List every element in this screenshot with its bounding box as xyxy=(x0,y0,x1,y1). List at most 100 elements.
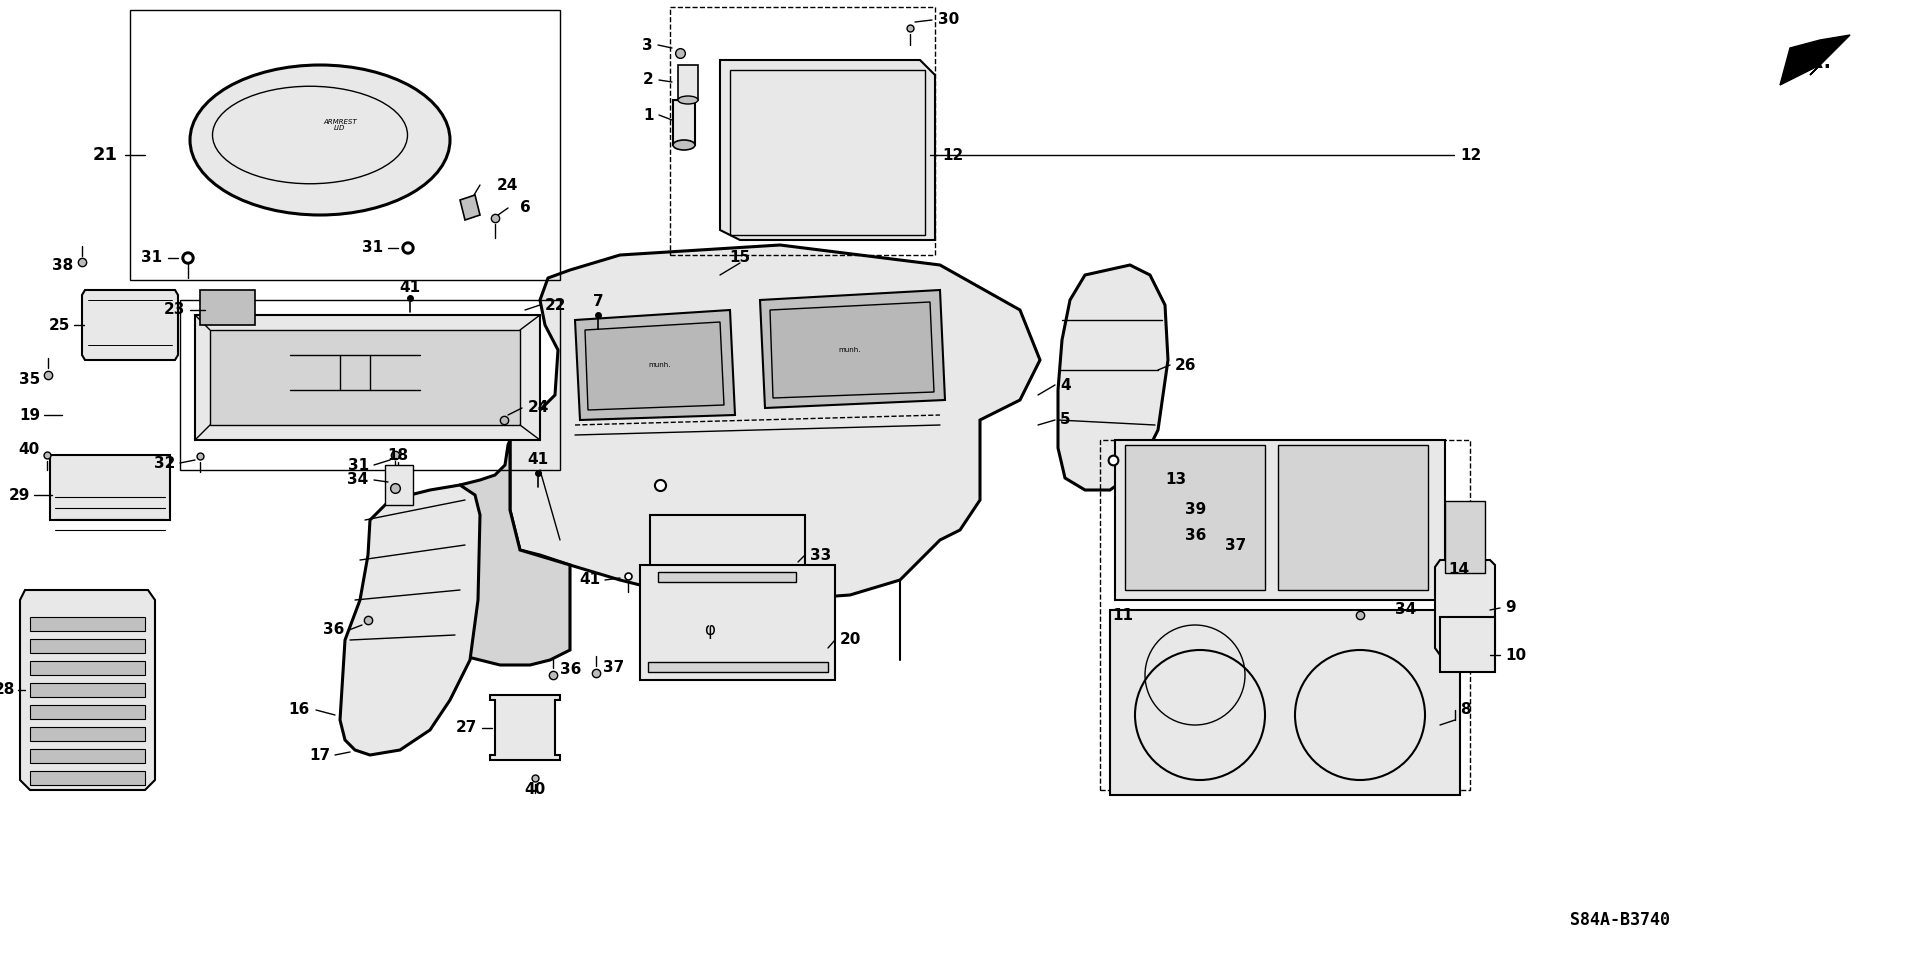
Polygon shape xyxy=(574,310,735,420)
Bar xyxy=(659,572,797,582)
Text: 23: 23 xyxy=(163,302,184,317)
Text: 22: 22 xyxy=(545,297,566,313)
Polygon shape xyxy=(770,302,933,398)
Text: 20: 20 xyxy=(841,633,862,647)
Text: 5: 5 xyxy=(1060,412,1071,428)
Text: 3: 3 xyxy=(643,37,653,53)
Polygon shape xyxy=(209,330,520,425)
Bar xyxy=(31,771,146,785)
Ellipse shape xyxy=(674,140,695,150)
Text: 35: 35 xyxy=(19,372,40,387)
Bar xyxy=(180,300,561,470)
Text: 36: 36 xyxy=(1185,527,1206,543)
Polygon shape xyxy=(83,290,179,360)
Text: 13: 13 xyxy=(1165,473,1187,487)
Bar xyxy=(730,70,925,235)
Text: 34: 34 xyxy=(348,473,369,487)
Text: 41: 41 xyxy=(399,279,420,294)
Text: ARMREST
LID: ARMREST LID xyxy=(323,119,357,131)
Polygon shape xyxy=(511,245,1041,600)
Bar xyxy=(1116,440,1446,600)
Polygon shape xyxy=(720,60,935,240)
Bar xyxy=(31,617,146,631)
Circle shape xyxy=(182,252,194,264)
Polygon shape xyxy=(196,315,540,440)
Text: 33: 33 xyxy=(810,548,831,563)
Text: 8: 8 xyxy=(1459,703,1471,717)
Bar xyxy=(1446,501,1484,573)
Polygon shape xyxy=(1058,265,1167,490)
Bar xyxy=(649,662,828,672)
Bar xyxy=(1125,445,1265,590)
Text: 41: 41 xyxy=(528,453,549,467)
Text: 36: 36 xyxy=(561,663,582,677)
Bar xyxy=(1279,445,1428,590)
Text: 1: 1 xyxy=(643,107,655,123)
Text: 17: 17 xyxy=(309,747,330,762)
Text: 29: 29 xyxy=(8,487,31,503)
Text: 31: 31 xyxy=(140,250,161,266)
Text: 40: 40 xyxy=(19,442,40,457)
Bar xyxy=(31,705,146,719)
Polygon shape xyxy=(1780,35,1851,85)
Polygon shape xyxy=(340,485,480,755)
Text: 2: 2 xyxy=(643,73,655,87)
Text: 7: 7 xyxy=(593,294,603,310)
Bar xyxy=(670,7,935,255)
Bar xyxy=(31,639,146,653)
Text: 16: 16 xyxy=(288,703,309,717)
Text: 37: 37 xyxy=(1225,537,1246,552)
Text: 39: 39 xyxy=(1185,503,1206,518)
Text: φ: φ xyxy=(705,621,716,639)
Circle shape xyxy=(184,255,190,261)
Text: 4: 4 xyxy=(1060,378,1071,392)
Text: 14: 14 xyxy=(1448,563,1469,577)
Text: 19: 19 xyxy=(19,408,40,423)
Text: 37: 37 xyxy=(603,661,624,675)
Text: FR.: FR. xyxy=(1795,53,1832,72)
Text: 36: 36 xyxy=(323,622,344,638)
Text: 6: 6 xyxy=(520,200,530,216)
Polygon shape xyxy=(424,440,570,665)
Text: 26: 26 xyxy=(1175,358,1196,372)
Bar xyxy=(678,65,699,100)
Bar xyxy=(651,515,804,590)
Polygon shape xyxy=(586,322,724,410)
Bar xyxy=(31,727,146,741)
Text: 11: 11 xyxy=(1112,607,1133,622)
Text: 15: 15 xyxy=(730,250,751,266)
Polygon shape xyxy=(490,695,561,760)
Ellipse shape xyxy=(190,65,449,215)
Bar xyxy=(31,661,146,675)
Text: 9: 9 xyxy=(1505,600,1515,616)
Bar xyxy=(674,100,695,145)
Bar xyxy=(639,565,835,680)
Bar xyxy=(31,749,146,763)
Polygon shape xyxy=(760,290,945,408)
Text: 28: 28 xyxy=(0,683,15,697)
Bar xyxy=(50,455,171,520)
Text: 38: 38 xyxy=(52,258,73,272)
Polygon shape xyxy=(461,195,480,220)
Bar xyxy=(1440,617,1496,672)
Text: 18: 18 xyxy=(388,449,409,463)
Polygon shape xyxy=(1434,560,1496,655)
Text: 10: 10 xyxy=(1505,647,1526,663)
Text: 41: 41 xyxy=(578,573,599,588)
Bar xyxy=(1110,610,1459,795)
Text: 31: 31 xyxy=(348,457,369,473)
Text: 21: 21 xyxy=(92,146,117,164)
Bar xyxy=(131,10,561,280)
Text: 12: 12 xyxy=(1459,148,1480,162)
Text: 27: 27 xyxy=(455,720,476,736)
Text: 30: 30 xyxy=(939,12,960,28)
Text: 25: 25 xyxy=(48,317,69,333)
Text: 40: 40 xyxy=(524,783,545,798)
Circle shape xyxy=(401,242,415,254)
Circle shape xyxy=(405,245,411,251)
Text: munh.: munh. xyxy=(649,362,672,368)
Text: munh.: munh. xyxy=(839,347,862,353)
Text: 24: 24 xyxy=(497,177,518,193)
Text: 12: 12 xyxy=(943,148,964,162)
Text: 24: 24 xyxy=(528,401,549,415)
